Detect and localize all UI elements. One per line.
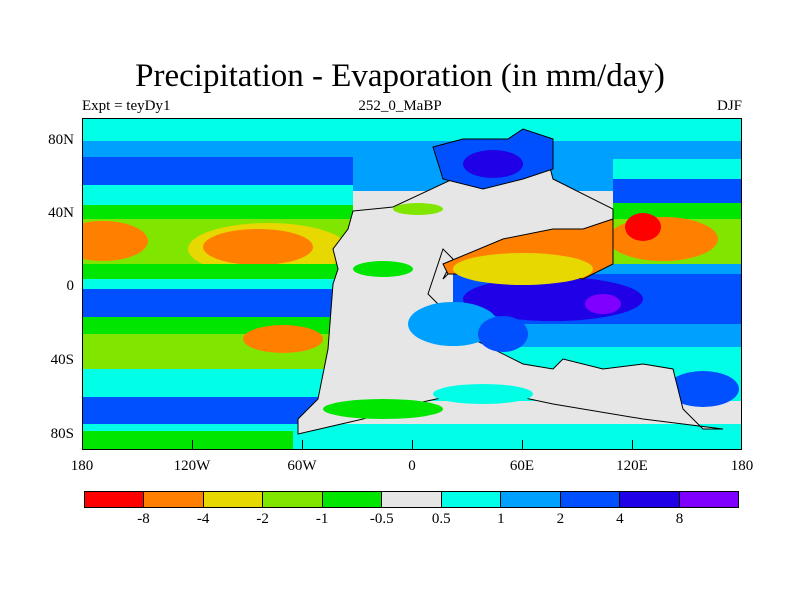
colorbar-swatch: [441, 492, 502, 507]
field-blob: [625, 213, 661, 241]
colorbar-label: 2: [556, 511, 565, 527]
field-blob: [408, 302, 498, 346]
x-tick: [632, 440, 633, 450]
season-label: DJF: [716, 98, 742, 114]
field-blob: [608, 217, 718, 261]
experiment-label: Expt = teyDy1: [82, 98, 171, 114]
colorbar-label: 1: [497, 511, 505, 527]
time-label: 252_0_MaBP: [358, 98, 442, 114]
field-blob: [203, 229, 313, 265]
precipitation-evaporation-map: [83, 119, 741, 449]
colorbar-label: -4: [196, 511, 210, 527]
colorbar-label: -0.5: [369, 511, 394, 527]
colorbar-label: -8: [137, 511, 150, 527]
colorbar: [84, 491, 739, 508]
y-tick-label: 80S: [50, 426, 74, 442]
field-blob: [393, 203, 443, 215]
colorbar-label: 0.5: [431, 511, 451, 527]
colorbar-swatch: [620, 492, 680, 507]
x-tick-label: 60E: [509, 458, 535, 474]
field-band: [83, 431, 293, 449]
field-blob: [585, 294, 621, 314]
field-blob: [478, 316, 528, 352]
field-blob: [433, 384, 533, 404]
x-tick-label: 180: [730, 458, 754, 474]
x-tick-label: 120E: [616, 458, 648, 474]
colorbar-label: -2: [256, 511, 269, 527]
colorbar-swatch: [263, 492, 323, 507]
colorbar-swatch: [85, 492, 145, 507]
colorbar-label: -1: [315, 511, 329, 527]
colorbar-swatch: [322, 492, 383, 507]
field-band: [83, 264, 353, 282]
y-tick-label: 40N: [48, 205, 74, 221]
colorbar-label: 4: [616, 511, 624, 527]
field-band: [83, 397, 323, 427]
colorbar-swatch: [382, 492, 442, 507]
x-tick-label: 60W: [287, 458, 317, 474]
y-tick-label: 40S: [50, 352, 74, 368]
x-tick: [522, 440, 523, 450]
field-blob: [667, 371, 739, 407]
map-title: Precipitation - Evaporation (in mm/day): [135, 58, 665, 94]
x-tick: [302, 440, 303, 450]
x-tick-label: 180: [70, 458, 94, 474]
y-tick-label: 0: [66, 278, 75, 294]
field-band: [83, 369, 333, 389]
field-blob: [243, 325, 323, 353]
field-blob: [353, 261, 413, 277]
x-tick: [192, 440, 193, 450]
colorbar-swatch: [203, 492, 264, 507]
field-band: [613, 179, 741, 204]
field-blob: [463, 150, 523, 178]
colorbar-label: 8: [675, 511, 684, 527]
colorbar-swatch: [560, 492, 621, 507]
field-band: [83, 157, 353, 185]
field-blob: [453, 253, 593, 285]
x-tick-label: 120W: [173, 458, 211, 474]
field-blob: [323, 399, 443, 419]
x-tick: [412, 440, 413, 450]
field-blob: [83, 221, 148, 261]
colorbar-swatch: [144, 492, 204, 507]
y-tick-label: 80N: [48, 132, 74, 148]
x-tick-label: 0: [408, 458, 416, 474]
map-plot-area: [82, 118, 742, 450]
colorbar-swatch: [679, 492, 738, 507]
field-band: [83, 279, 353, 291]
field-band: [83, 289, 333, 319]
field-band: [83, 205, 353, 223]
colorbar-swatch: [501, 492, 561, 507]
